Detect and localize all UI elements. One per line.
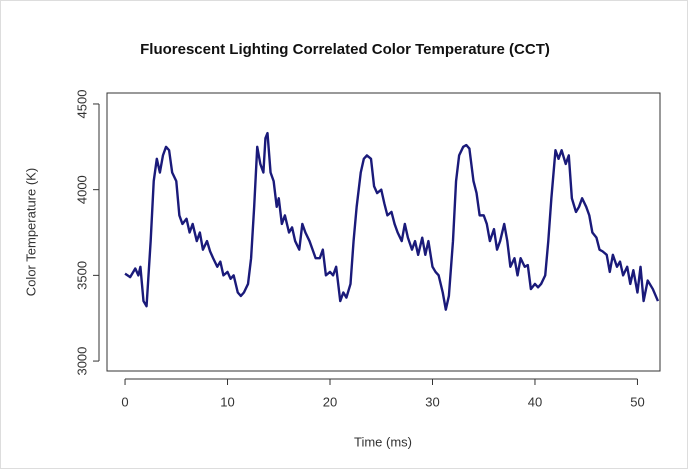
y-axis-label: Color Temperature (K)	[23, 168, 38, 296]
y-tick-label: 3500	[74, 261, 89, 290]
y-tick-label: 3000	[74, 347, 89, 376]
x-tick-label: 10	[220, 394, 234, 409]
x-tick-label: 30	[425, 394, 439, 409]
x-tick-label: 50	[630, 394, 644, 409]
y-tick-label: 4500	[74, 90, 89, 119]
x-axis-label: Time (ms)	[354, 434, 412, 449]
x-tick-label: 40	[528, 394, 542, 409]
x-tick-label: 0	[121, 394, 128, 409]
plot-box	[106, 92, 661, 372]
y-tick-label: 4000	[74, 175, 89, 204]
chart-title: Fluorescent Lighting Correlated Color Te…	[140, 41, 550, 58]
data-line	[124, 131, 660, 311]
x-tick-label: 20	[323, 394, 337, 409]
